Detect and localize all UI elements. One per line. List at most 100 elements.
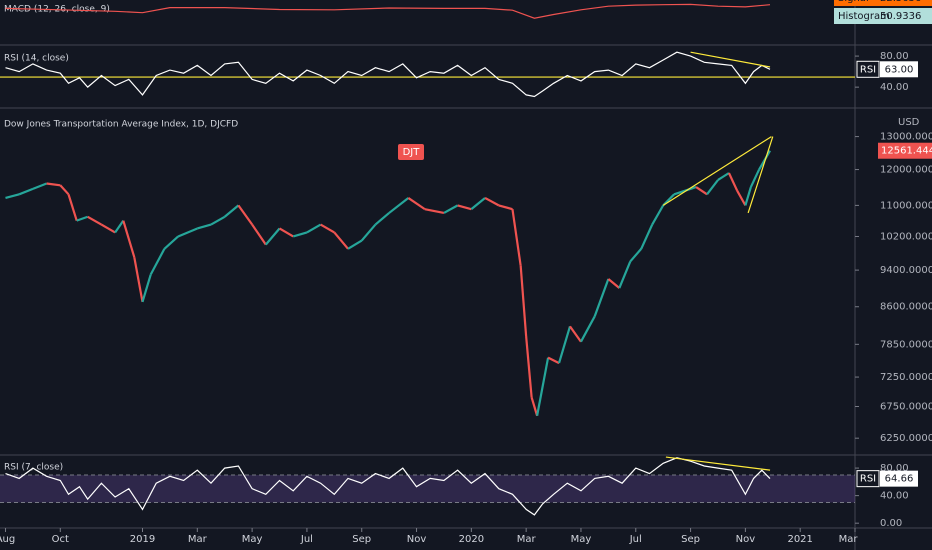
price-segment [651,204,665,226]
x-tick-label: Mar [517,534,537,545]
value-badge-name: Signal [838,0,869,4]
price-segment [163,235,179,250]
x-tick-label: Sep [681,534,700,545]
x-tick-label: 2019 [130,534,155,545]
y-tick-label: 8600.0000 [880,302,932,313]
series-line [5,51,771,98]
series-line [5,457,771,516]
price-segment [177,227,198,238]
x-tick-label: Oct [52,534,69,545]
price-segment [717,172,730,181]
trendline [662,136,772,206]
unit-label: USD [898,117,920,128]
last-value-label: 64.66 [885,474,914,485]
price-segment [278,227,294,238]
y-tick-label: 80.00 [880,51,909,62]
y-tick-label: 12000.0000 [880,165,932,176]
price-segment [673,189,686,196]
price-segment [237,204,254,226]
last-value-box [878,142,932,159]
value-badge-name: Histogram [838,11,890,22]
price-segment [536,357,550,416]
y-tick-label: 0.00 [880,518,902,529]
x-tick-label: Sep [352,534,371,545]
value-badge [834,0,932,6]
x-tick-label: Mar [839,534,859,545]
price-segment [484,196,500,207]
price-segment [374,212,390,226]
price-segment [525,336,533,398]
panel-title: RSI (14, close) [4,54,69,64]
x-tick-label: Nov [407,534,427,545]
symbol-badge [398,144,424,160]
series-line [5,3,771,19]
price-segment [695,186,708,196]
price-segment [149,248,166,276]
price-segment [320,223,335,234]
x-tick-label: Jul [629,534,642,545]
price-segment [519,265,528,337]
price-segment [557,326,572,364]
price-segment [706,179,719,195]
y-tick-label: 6250.0000 [880,433,932,444]
y-tick-label: 40.00 [880,82,909,93]
last-value-label: 63.00 [885,64,914,75]
price-segment [607,278,621,289]
price-segment [264,227,281,246]
price-segment [46,182,61,187]
price-segment [629,248,643,263]
x-tick-label: May [571,534,592,545]
trendline [690,51,771,68]
price-segment [59,184,70,196]
price-segment [122,220,136,258]
y-tick-label: 11000.0000 [880,200,932,211]
price-segment [347,239,363,250]
price-segment [360,223,377,242]
price-segment [547,356,560,365]
price-segment [251,223,267,246]
x-tick-label: Nov [736,534,756,545]
last-value-label: 12561.4440 [881,146,932,157]
price-segment [511,208,522,266]
y-tick-label: 7850.0000 [880,339,932,350]
price-segment [388,197,409,214]
price-segment [407,197,426,211]
value-badge-value: 22.5656 [880,0,921,4]
price-segment [593,278,610,317]
price-segment [443,204,459,214]
price-segment [530,397,539,417]
y-tick-label: 7250.0000 [880,372,932,383]
price-segment [224,204,240,218]
value-badge-value: 50.9336 [880,11,921,22]
price-segment [76,215,89,222]
trendline [665,456,771,471]
y-tick-label: 40.00 [880,491,909,502]
x-tick-label: 2020 [459,534,484,545]
price-segment [579,315,596,343]
price-segment [100,223,116,234]
y-tick-label: 10200.0000 [880,231,932,242]
price-segment [749,169,761,188]
price-segment [306,223,322,234]
price-segment [498,204,513,211]
price-segment [210,215,226,226]
badge-label: RSI [860,64,876,75]
badge-label: RSI [860,474,876,485]
price-segment [292,231,308,238]
x-tick-label: Aug [0,534,15,545]
price-segment [470,197,486,211]
price-segment [197,223,212,230]
panel-title: Dow Jones Transportation Average Index, … [4,120,238,130]
price-segment [618,261,632,289]
trendline [747,136,774,214]
last-value-box [880,61,918,78]
price-segment [141,274,152,303]
price-segment [133,256,144,303]
last-value-box [880,470,918,487]
price-segment [5,193,20,200]
y-tick-label: 80.00 [880,463,909,474]
price-segment [727,172,739,192]
x-tick-label: Mar [188,534,208,545]
